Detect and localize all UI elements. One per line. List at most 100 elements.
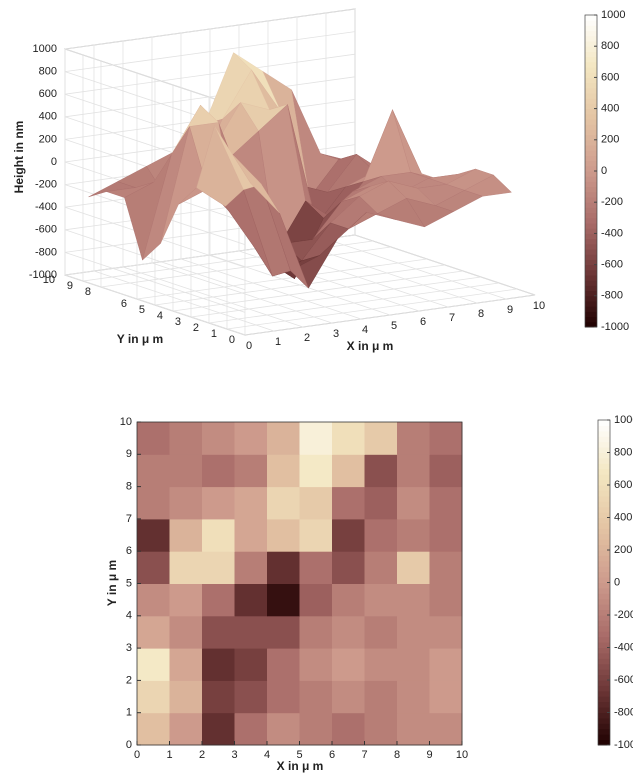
heatmap-cell (397, 615, 430, 649)
heatmap-cell (267, 712, 300, 746)
x-axis-label: X in μ m (277, 759, 324, 773)
z-axis-label: Height in nm (12, 121, 26, 194)
colorbar-tick-label: -800 (614, 706, 633, 718)
heatmap-cell (332, 583, 365, 617)
heatmap-cell (202, 454, 235, 488)
heatmap-cell (202, 486, 235, 520)
x-tick-label: 0 (246, 340, 252, 352)
colorbar-swatch (585, 160, 597, 167)
heatmap-cell (429, 551, 463, 584)
heatmap-cell (137, 712, 170, 746)
colorbar-tick-label: 800 (601, 40, 619, 52)
colorbar-swatch (598, 512, 610, 518)
colorbar-swatch (598, 560, 610, 567)
y-tick-label: 6 (121, 298, 127, 310)
heatmap-cell (234, 422, 268, 455)
colorbar-swatch (598, 495, 610, 502)
colorbar-swatch (598, 685, 610, 692)
colorbar-swatch (598, 625, 610, 632)
colorbar-swatch (585, 321, 597, 328)
colorbar-tick-label: -800 (601, 290, 623, 302)
colorbar-swatch (598, 468, 610, 475)
z-tick-label: 200 (39, 133, 57, 145)
y-tick-label: 10 (120, 416, 132, 428)
x-tick-label: 2 (199, 749, 205, 761)
colorbar-tick-label: -200 (601, 196, 623, 208)
x-tick-label: 8 (478, 308, 484, 320)
colorbar-swatch (585, 67, 597, 73)
z-tick-label: 1000 (33, 43, 57, 55)
colorbar-tick-label: -200 (614, 609, 633, 621)
colorbar-swatch (585, 93, 597, 99)
colorbar-swatch (585, 155, 597, 162)
heatmap-cell (332, 680, 365, 714)
y-tick-label: 3 (175, 316, 181, 328)
x-tick-label: 8 (394, 749, 400, 761)
heatmap-cell (169, 551, 203, 584)
colorbar-swatch (585, 181, 597, 188)
colorbar-swatch (598, 436, 610, 443)
colorbar-swatch (585, 212, 597, 219)
x-tick-label: 1 (275, 336, 281, 348)
x-tick-label: 3 (333, 328, 339, 340)
grid-line (208, 282, 500, 324)
z-tick-label: 0 (51, 156, 57, 168)
heatmap-cell (267, 551, 300, 584)
colorbar-swatch (585, 285, 597, 292)
heatmap-cell (234, 615, 268, 649)
heatmap-cell (234, 712, 268, 746)
colorbar-tick-label: -1000 (601, 321, 629, 333)
colorbar-tick-label: 400 (601, 103, 619, 115)
colorbar-swatch (585, 98, 597, 104)
colorbar-swatch (585, 238, 597, 245)
x-tick-label: 5 (296, 749, 302, 761)
colorbar-swatch (585, 82, 597, 89)
colorbar-swatch (585, 30, 597, 37)
x-tick-label: 9 (426, 749, 432, 761)
z-tick-label: -200 (35, 179, 57, 191)
x-tick-label: 7 (449, 312, 455, 324)
z-tick-label: -1000 (29, 269, 57, 281)
heatmap-cell (137, 422, 170, 455)
heatmap-cell (397, 551, 430, 584)
heatmap-cell (429, 712, 463, 746)
heatmap-cell (429, 518, 463, 552)
heatmap-cell (137, 551, 170, 584)
colorbar-swatch (598, 539, 610, 546)
colorbar-swatch (585, 145, 597, 151)
colorbar-swatch (585, 259, 597, 266)
colorbar-swatch (585, 103, 597, 110)
heatmap-cell (429, 615, 463, 649)
heatmap-cell (202, 712, 235, 746)
colorbar-swatch (585, 306, 597, 312)
x-tick-label: 1 (166, 749, 172, 761)
heatmap-cell (202, 422, 235, 455)
heatmap-cell (364, 648, 398, 681)
colorbar-swatch (598, 658, 610, 665)
colorbar-swatch (598, 669, 610, 676)
colorbar-swatch (598, 441, 610, 448)
y-tick-label: 5 (139, 304, 145, 316)
colorbar-swatch (598, 647, 610, 654)
colorbar-swatch (585, 124, 597, 130)
colorbar-swatch (598, 490, 610, 497)
heatmap-cell (397, 518, 430, 552)
heatmap-cell (364, 551, 398, 584)
heatmap-cell (429, 583, 463, 617)
colorbar-swatch (598, 631, 610, 638)
colorbar-swatch (585, 207, 597, 214)
colorbar-swatch (585, 51, 597, 58)
heatmap-cell (137, 518, 170, 552)
colorbar-swatch (585, 25, 597, 32)
x-tick-label: 10 (533, 300, 545, 312)
colorbar-swatch (598, 550, 610, 556)
colorbar-swatch (598, 680, 610, 686)
colorbar-swatch (585, 223, 597, 229)
heatmap-cell (234, 486, 268, 520)
heatmap-cell (299, 583, 333, 617)
heatmap-cell (299, 518, 333, 552)
colorbar-tick-label: 200 (601, 134, 619, 146)
y-tick-label: 5 (126, 577, 132, 589)
heatmap-cell (267, 518, 300, 552)
